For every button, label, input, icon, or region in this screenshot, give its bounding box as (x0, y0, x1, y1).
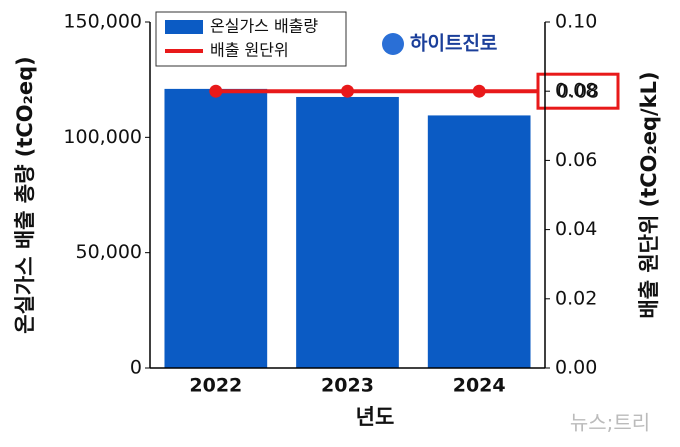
y-tick-label: 100,000 (63, 126, 142, 148)
line-point (341, 84, 354, 98)
logo: 하이트진로 (410, 33, 497, 55)
y2-axis-label: 배출 원단위 (tCO₂eq/kL) (637, 71, 661, 318)
y2-tick-label: 0.10 (555, 11, 597, 33)
logo-icon (382, 33, 404, 55)
bar (427, 115, 531, 368)
line-point (472, 84, 486, 98)
y2-tick-label: 0.00 (555, 357, 597, 379)
y2-tick-label: 0.06 (555, 149, 597, 171)
line-point (209, 84, 223, 98)
y2-tick-label: 0.04 (555, 218, 597, 240)
y-tick-label: 150,000 (63, 11, 142, 33)
legend-label: 온실가스 배출량 (210, 17, 318, 36)
y-axis-label: 온실가스 배출 총량 (tCO₂eq) (13, 56, 37, 333)
x-tick-label: 2022 (189, 375, 242, 397)
y-tick-label: 50,000 (76, 241, 142, 263)
x-tick-label: 2024 (453, 375, 506, 397)
watermark: 뉴스;트리 (570, 411, 650, 435)
x-axis-label: 년도 (356, 405, 395, 429)
y2-tick-label: 0.08 (555, 80, 597, 102)
y2-tick-label: 0.02 (555, 287, 597, 309)
legend-swatch (165, 20, 203, 34)
annotation: 0.08 (557, 81, 599, 103)
x-tick-label: 2023 (321, 375, 374, 397)
bar (296, 96, 399, 368)
legend-label: 배출 원단위 (210, 41, 289, 60)
bar (164, 88, 268, 368)
y-tick-label: 0 (130, 357, 142, 379)
annotation-box (536, 72, 620, 110)
